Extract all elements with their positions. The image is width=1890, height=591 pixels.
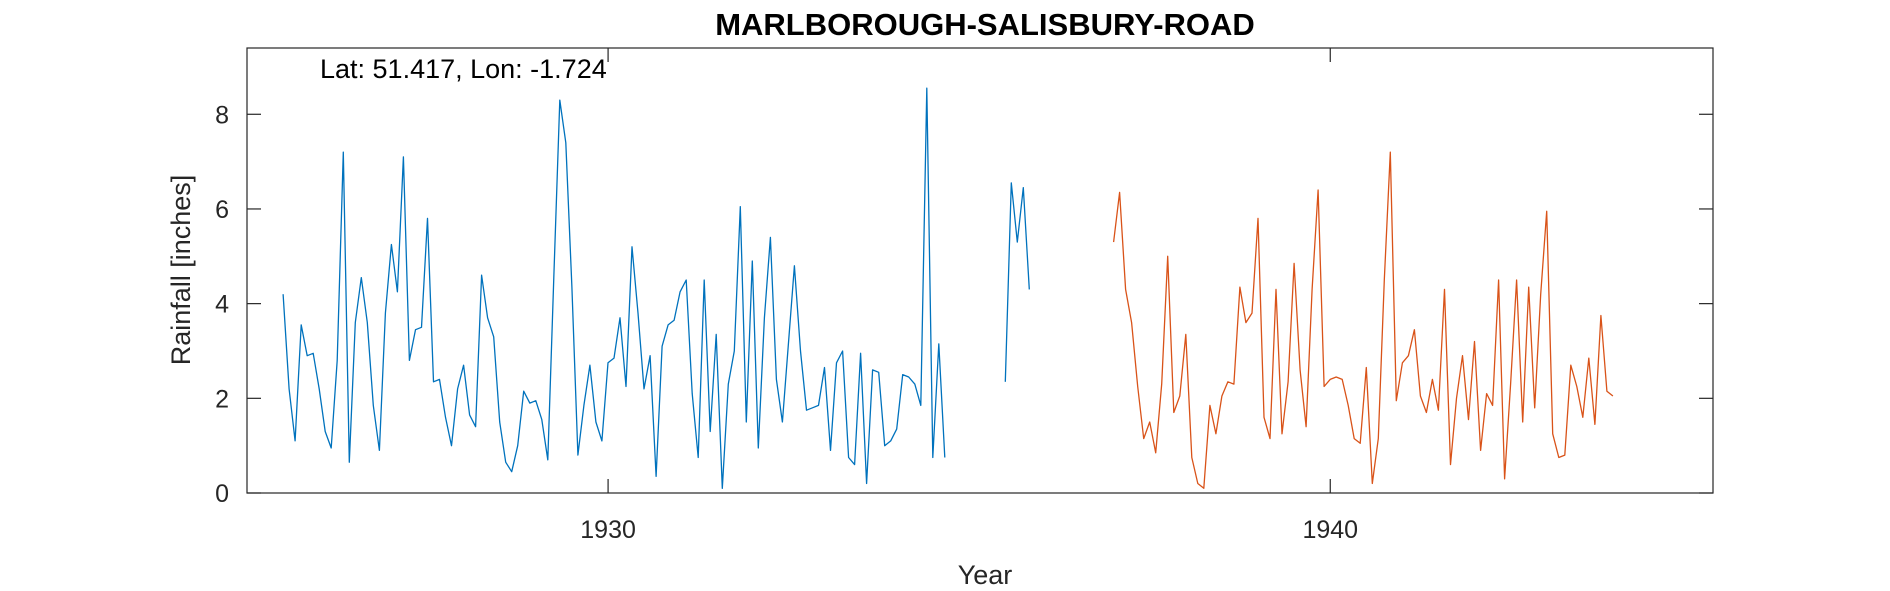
y-tick-label: 6 xyxy=(215,196,229,224)
y-tick-label: 2 xyxy=(215,385,229,413)
y-tick-label: 0 xyxy=(215,480,229,508)
location-annotation: Lat: 51.417, Lon: -1.724 xyxy=(320,54,607,84)
x-axis-label: Year xyxy=(958,560,1013,590)
x-tick-label: 1930 xyxy=(580,516,636,544)
series-0-line-1 xyxy=(1004,182,1030,382)
y-tick-label: 4 xyxy=(215,291,229,319)
x-tick-label: 1940 xyxy=(1302,516,1358,544)
series-0-line-0 xyxy=(282,87,946,489)
plot-area xyxy=(247,48,1713,493)
y-tick-label: 8 xyxy=(215,101,229,129)
y-axis-label: Rainfall [inches] xyxy=(166,175,196,366)
series-1-line-0 xyxy=(1112,151,1614,489)
series-layer xyxy=(282,87,1614,489)
chart-title: MARLBOROUGH-SALISBURY-ROAD xyxy=(715,7,1255,42)
axes-box xyxy=(246,47,1714,494)
axes-layer: 0 2 4 6 8 1930 1940 xyxy=(215,47,1714,544)
plot-background xyxy=(247,48,1713,493)
